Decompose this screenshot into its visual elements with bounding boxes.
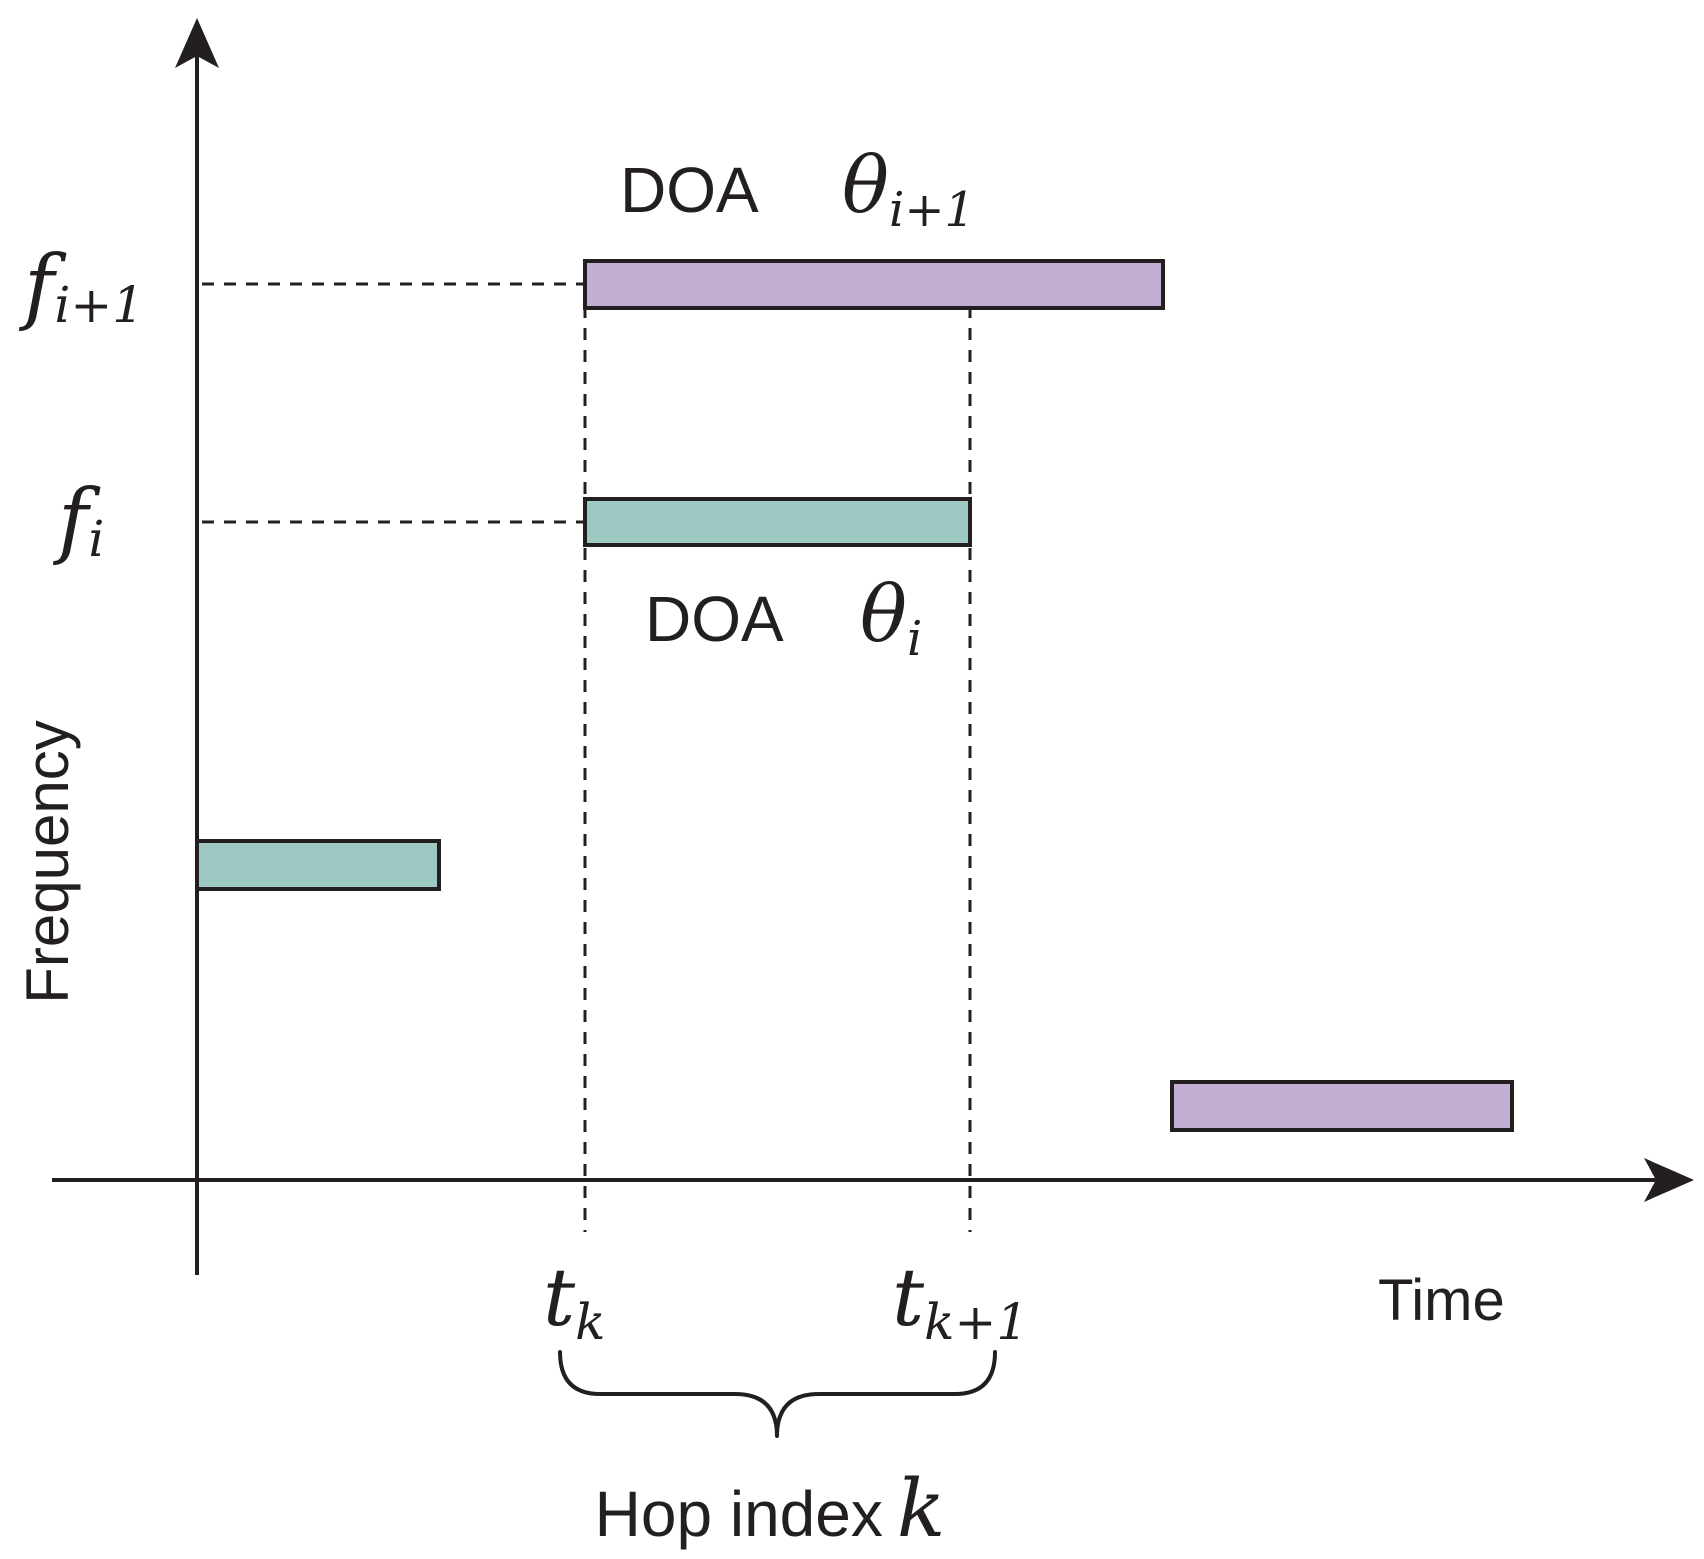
frequency-upper-subscript: i+1 <box>54 276 144 334</box>
hop-label-text: Hop index <box>595 1478 883 1550</box>
doa-label-lower: DOA <box>645 583 784 655</box>
doa-angle-upper: θi+1 <box>842 141 975 238</box>
time-mark-end: tk+1 <box>892 1251 1028 1351</box>
time-start-subscript: k <box>575 1293 605 1351</box>
doa-upper-subscript: i+1 <box>889 182 975 238</box>
doa-lower-subscript: i <box>907 611 922 667</box>
frequency-lower-subscript: i <box>88 510 104 568</box>
time-mark-start: tk <box>543 1251 605 1351</box>
hop-bar-upper <box>583 259 1165 310</box>
hop-label-variable: k <box>897 1462 945 1555</box>
hop-bar-early <box>195 839 441 891</box>
time-start-symbol: t <box>543 1251 576 1344</box>
hop-brace <box>558 1350 997 1438</box>
hop-label: Hop index k <box>595 1462 946 1555</box>
frequency-label-lower: fi <box>52 473 104 568</box>
hop-bar-late <box>1170 1080 1514 1132</box>
doa-label-upper: DOA <box>620 154 759 226</box>
doa-angle-lower: θi <box>860 570 922 667</box>
y-axis-label: Frequency <box>14 720 81 1003</box>
x-axis-arrow <box>1644 1158 1694 1202</box>
time-end-subscript: k+1 <box>924 1293 1028 1351</box>
hop-bar-lower <box>583 497 972 547</box>
doa-lower-symbol: θ <box>860 570 907 660</box>
frequency-label-upper: fi+1 <box>18 239 144 334</box>
time-end-symbol: t <box>892 1251 925 1344</box>
y-axis-arrow <box>175 18 219 68</box>
doa-upper-symbol: θ <box>842 141 889 231</box>
x-axis-label: Time <box>1378 1268 1505 1333</box>
